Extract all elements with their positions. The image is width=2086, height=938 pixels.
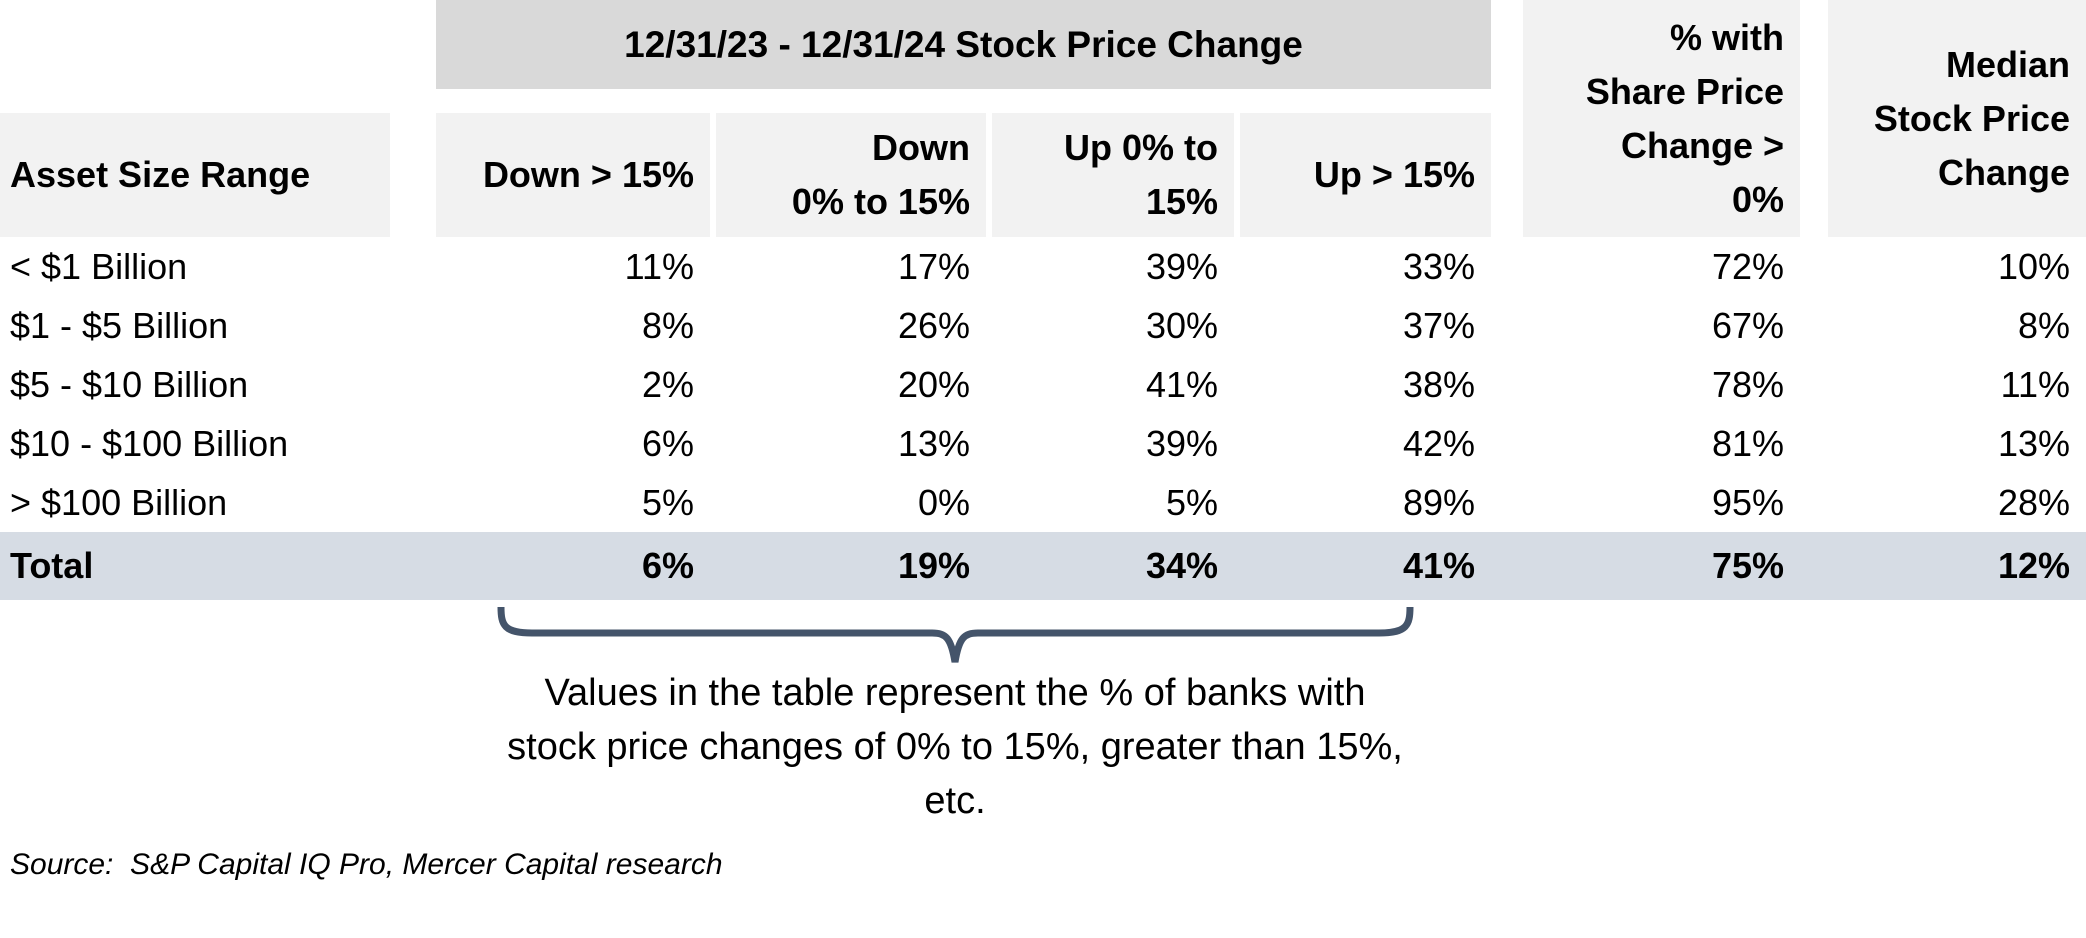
cell-value: 39% [1145, 245, 1218, 287]
cell-value: 41% [1145, 363, 1218, 405]
column-header-median-change: Median Stock Price Change [1828, 0, 2086, 237]
brace-annotation-icon [497, 606, 1414, 663]
cell-value: 95% [1711, 481, 1784, 523]
row-label: < $1 Billion [10, 245, 188, 287]
cell-value: 5% [1165, 481, 1218, 523]
cell-value: 42% [1402, 422, 1475, 464]
column-header-label: Up 0% to 15% [1063, 127, 1218, 222]
cell-value: 39% [1145, 422, 1218, 464]
brace-path [497, 606, 1414, 663]
cell-value: 13% [897, 422, 970, 464]
cell-value: 6% [641, 545, 694, 586]
cell-value: 12% [1997, 545, 2070, 586]
table-row-1-5-billion: $1 - $5 Billion 8% 26% 30% 37% 67% 8% [0, 296, 2086, 355]
column-header-label: % with Share Price Change > 0% [1585, 16, 1784, 220]
cell-value: 72% [1711, 245, 1784, 287]
cell-value: 10% [1997, 245, 2070, 287]
row-label: Total [10, 545, 94, 586]
cell-value: 81% [1711, 422, 1784, 464]
cell-value: 78% [1711, 363, 1784, 405]
cell-value: 0% [917, 481, 970, 523]
column-header-down-0-15: Down 0% to 15% [716, 113, 986, 237]
cell-value: 11% [2000, 363, 2070, 405]
cell-value: 38% [1402, 363, 1475, 405]
cell-value: 5% [641, 481, 694, 523]
cell-value: 11% [624, 245, 694, 287]
cell-value: 19% [897, 545, 970, 586]
column-header-label: Up > 15% [1313, 154, 1475, 195]
row-label: $5 - $10 Billion [10, 363, 249, 405]
column-header-label: Median Stock Price Change [1873, 43, 2070, 193]
cell-value: 2% [641, 363, 694, 405]
cell-value: 20% [897, 363, 970, 405]
column-header-asset-size-range: Asset Size Range [0, 113, 390, 237]
column-header-pct-positive: % with Share Price Change > 0% [1523, 0, 1800, 237]
table-header: 12/31/23 - 12/31/24 Stock Price Change A… [0, 0, 2086, 237]
table-row-10-100-billion: $10 - $100 Billion 6% 13% 39% 42% 81% 13… [0, 414, 2086, 473]
source-citation: Source: S&P Capital IQ Pro, Mercer Capit… [10, 848, 723, 881]
table-note: Values in the table represent the % of b… [425, 666, 1485, 828]
cell-value: 26% [897, 304, 970, 346]
column-header-label: Down > 15% [482, 154, 694, 195]
cell-value: 17% [897, 245, 970, 287]
cell-value: 75% [1711, 545, 1784, 586]
cell-value: 6% [641, 422, 694, 464]
cell-value: 89% [1402, 481, 1475, 523]
column-header-label: Down 0% to 15% [791, 127, 970, 222]
cell-value: 34% [1145, 545, 1218, 586]
column-header-up-0-15: Up 0% to 15% [992, 113, 1234, 237]
group-header-label: 12/31/23 - 12/31/24 Stock Price Change [624, 23, 1303, 65]
table-row-gt-100-billion: > $100 Billion 5% 0% 5% 89% 95% 28% [0, 473, 2086, 532]
row-label: > $100 Billion [10, 481, 228, 523]
table-note-line: Values in the table represent the % of b… [544, 672, 1366, 714]
row-label: $10 - $100 Billion [10, 422, 289, 464]
cell-value: 8% [641, 304, 694, 346]
column-header-label: Asset Size Range [10, 154, 311, 195]
cell-value: 67% [1711, 304, 1784, 346]
cell-value: 28% [1997, 481, 2070, 523]
table-row-lt-1-billion: < $1 Billion 11% 17% 39% 33% 72% 10% [0, 237, 2086, 296]
cell-value: 8% [2017, 304, 2070, 346]
table-note-line: stock price changes of 0% to 15%, greate… [507, 726, 1403, 768]
cell-value: 41% [1402, 545, 1475, 586]
column-header-up-gt-15: Up > 15% [1240, 113, 1491, 237]
table-row-5-10-billion: $5 - $10 Billion 2% 20% 41% 38% 78% 11% [0, 355, 2086, 414]
table-row-total: Total 6% 19% 34% 41% 75% 12% [0, 532, 2086, 600]
column-header-down-gt-15: Down > 15% [436, 113, 710, 237]
table-note-line: etc. [924, 780, 986, 822]
cell-value: 37% [1402, 304, 1475, 346]
group-header-stock-price-change: 12/31/23 - 12/31/24 Stock Price Change [436, 0, 1491, 89]
cell-value: 33% [1402, 245, 1475, 287]
table-body: < $1 Billion 11% 17% 39% 33% 72% 10% $1 … [0, 237, 2086, 600]
row-label: $1 - $5 Billion [10, 304, 229, 346]
cell-value: 13% [1997, 422, 2070, 464]
cell-value: 30% [1145, 304, 1218, 346]
